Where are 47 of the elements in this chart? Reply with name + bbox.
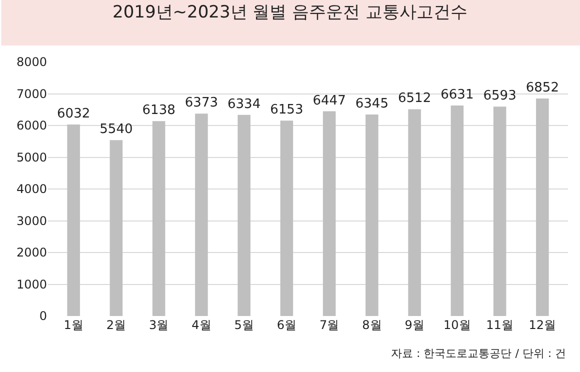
y-tick-label: 3000 [16, 214, 47, 228]
data-label: 6138 [142, 103, 176, 118]
data-label: 6852 [526, 80, 559, 96]
x-tick-label: 5월 [234, 318, 254, 332]
text: 자료 : 한국도로교통공단 / 단위 : 건 [391, 347, 566, 360]
data-label: 6345 [355, 96, 388, 112]
x-tick-label: 4월 [192, 318, 212, 332]
x-tick-label: 11월 [486, 318, 514, 332]
data-label: 6631 [440, 87, 474, 102]
bar [110, 140, 123, 316]
data-label: 6032 [57, 106, 90, 122]
data-label: 5540 [100, 122, 133, 138]
chart-title: 2019년~2023년 월별 음주운전 교통사고건수 [112, 2, 468, 22]
x-tick-label: 12월 [528, 318, 556, 332]
y-tick-label: 4000 [16, 182, 47, 196]
x-tick-label: 6월 [276, 318, 297, 332]
y-tick-label: 2000 [16, 246, 47, 260]
data-label: 6153 [270, 102, 304, 118]
bar [238, 114, 250, 316]
data-label: 6512 [398, 91, 432, 106]
x-tick-label: 10월 [444, 318, 471, 332]
data-label: 6334 [228, 96, 261, 112]
bar [450, 105, 464, 316]
bar [67, 124, 80, 316]
data-label: 6373 [184, 96, 218, 111]
y-tick-label: 1000 [16, 277, 47, 292]
bar [408, 109, 421, 316]
x-tick-label: 8월 [362, 318, 382, 332]
y-tick-label: 0 [39, 309, 47, 324]
x-tick-label: 2월 [106, 318, 126, 332]
y-tick-label: 8000 [16, 55, 47, 70]
x-tick-label: 1월 [64, 318, 84, 332]
x-tick-label: 9월 [404, 318, 424, 332]
bar [366, 114, 378, 316]
bar [536, 98, 549, 316]
y-tick-label: 7000 [16, 86, 47, 101]
y-tick-label: 6000 [16, 118, 47, 133]
bar [322, 111, 336, 316]
bar [195, 114, 208, 316]
bar [493, 106, 506, 316]
data-label: 6447 [312, 93, 346, 108]
bar [280, 120, 294, 316]
x-tick-label: 7월 [319, 318, 340, 332]
bar [152, 121, 166, 316]
y-tick-label: 5000 [16, 150, 47, 164]
x-tick-label: 3월 [149, 318, 169, 332]
data-label: 6593 [483, 88, 516, 104]
